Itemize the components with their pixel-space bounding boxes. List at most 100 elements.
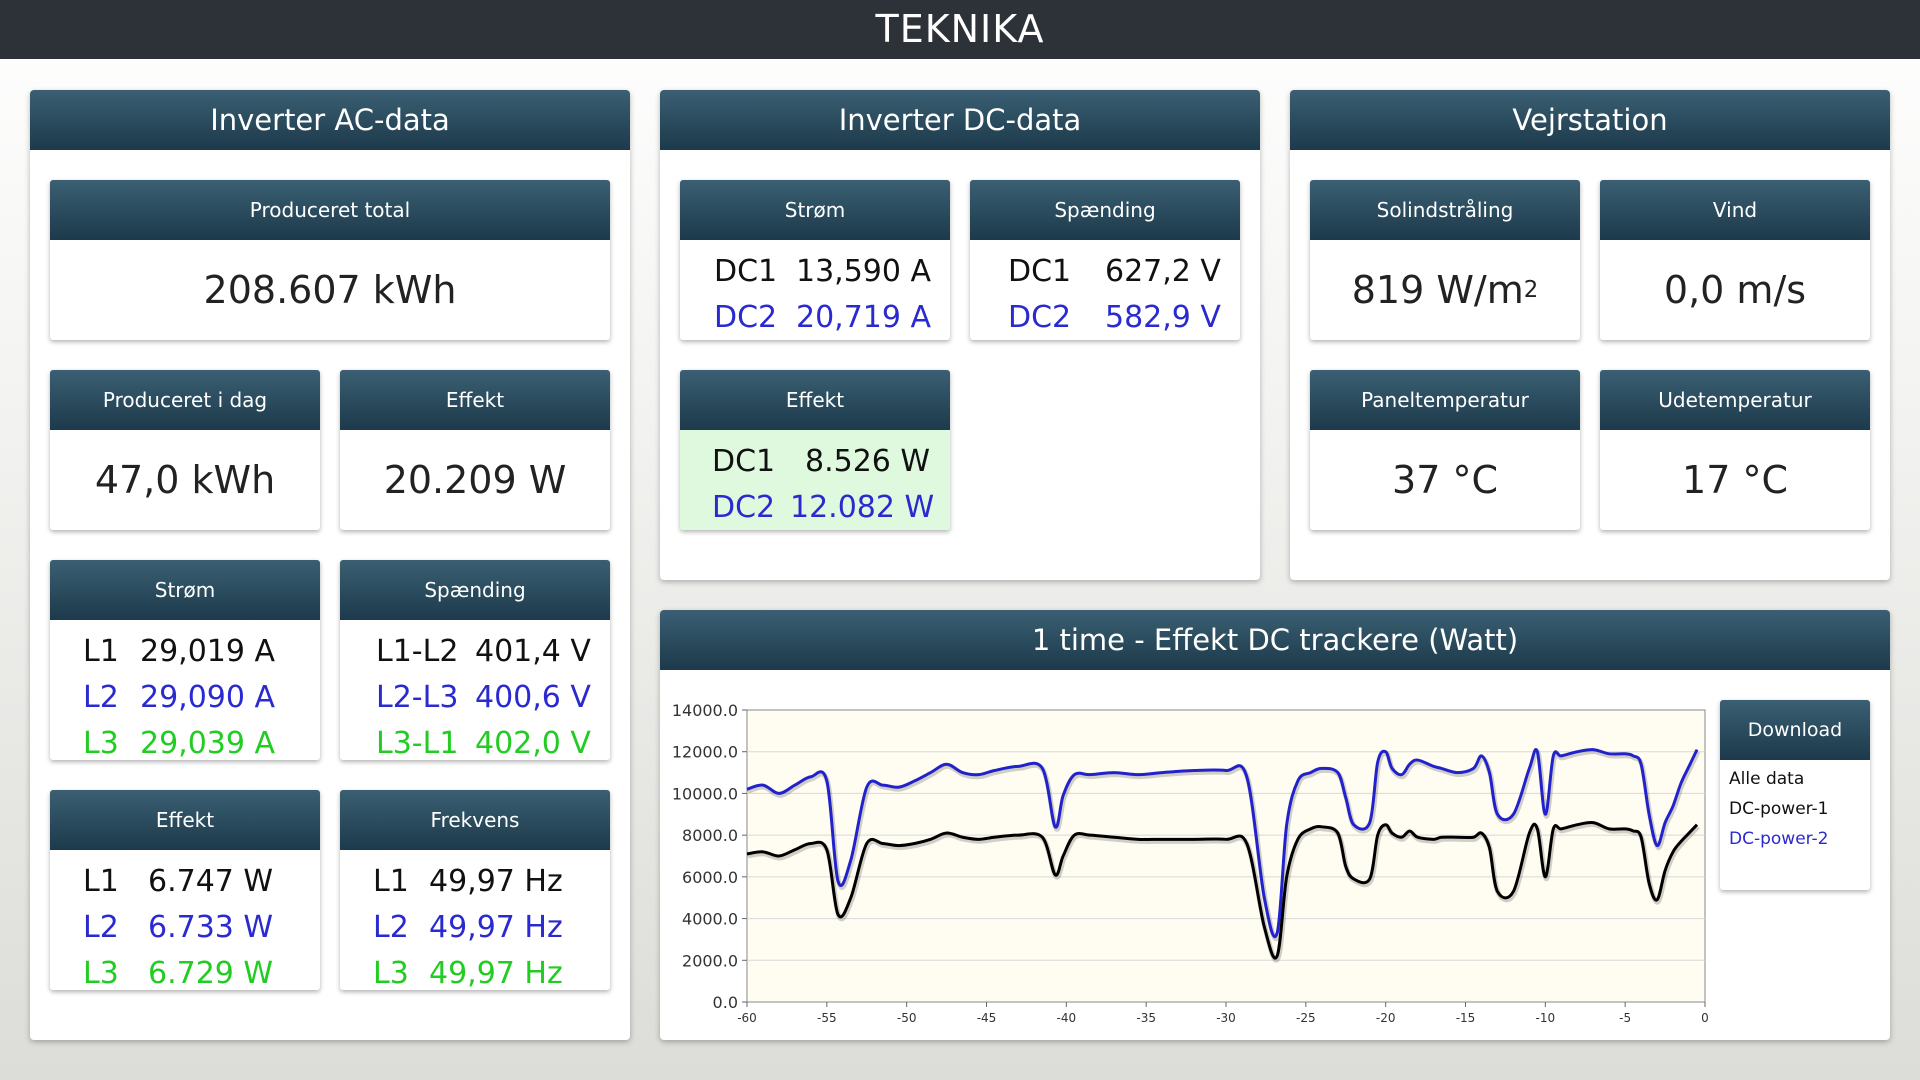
ac-spaending-card: Spænding L1-L2 401,4 V L2-L3 400,6 V L3-L1… <box>340 560 610 760</box>
spaending-row-l1l2: L1-L2 401,4 V <box>340 628 610 674</box>
ac-effekt-phase-label: Effekt <box>50 790 320 850</box>
ac-effekt-phase-card: Effekt L1 6.747 W L2 6.733 W L3 6.729 W <box>50 790 320 990</box>
frekvens-row-l2: L2 49,97 Hz <box>340 904 610 950</box>
x-tick-label: -25 <box>1296 1011 1316 1025</box>
download-button[interactable]: Download <box>1720 700 1870 760</box>
dc-strom-card: Strøm DC1 13,590 A DC2 20,719 A <box>680 180 950 340</box>
panel-temp-value: 37 °C <box>1392 458 1498 502</box>
wind-label: Vind <box>1600 180 1870 240</box>
produced-total-label: Produceret total <box>50 180 610 240</box>
chart-panel: 1 time - Effekt DC trackere (Watt) 0.0 20… <box>660 610 1890 1040</box>
weather-panel-title: Vejrstation <box>1290 90 1890 150</box>
phase-value: 29,090 A <box>140 679 276 715</box>
dc-effekt-label: Effekt <box>680 370 950 430</box>
tracker-value: 8.526 W <box>805 443 931 479</box>
tracker-value: 20,719 A <box>796 299 932 335</box>
phase-label: L2 <box>373 909 409 945</box>
solar-value: 819 W/m 2 <box>1351 268 1539 312</box>
effekt-row-l1: L1 6.747 W <box>50 858 320 904</box>
phase-value: 49,97 Hz <box>429 909 563 945</box>
phase-value: 29,019 A <box>140 633 276 669</box>
dc-effekt-row-dc2: DC2 12.082 W <box>680 484 950 530</box>
download-dc-power-2[interactable]: DC-power-2 <box>1729 829 1829 849</box>
phase-value: 6.747 W <box>148 863 274 899</box>
phase-value: 401,4 V <box>475 633 591 669</box>
strom-row-l3: L3 29,039 A <box>50 720 320 761</box>
x-tick-label: -10 <box>1536 1011 1556 1025</box>
effekt-row-l2: L2 6.733 W <box>50 904 320 950</box>
dc-spaending-card: Spænding DC1 627,2 V DC2 582,9 V <box>970 180 1240 340</box>
download-card: Download Alle data DC-power-1 DC-power-2 <box>1720 700 1870 890</box>
ac-frekvens-label: Frekvens <box>340 790 610 850</box>
tracker-label: DC2 <box>714 299 778 335</box>
y-tick-label: 12000.0 <box>672 743 738 762</box>
phase-value: 402,0 V <box>475 725 591 761</box>
tracker-label: DC1 <box>714 253 778 289</box>
outdoor-temp-card: Udetemperatur 17 °C <box>1600 370 1870 530</box>
y-tick-label: 4000.0 <box>682 910 738 929</box>
tracker-value: 12.082 W <box>790 489 935 525</box>
produced-today-card: Produceret i dag 47,0 kWh <box>50 370 320 530</box>
phase-label: L3 <box>373 955 409 991</box>
dc-effekt-row-dc1: DC1 8.526 W <box>680 438 950 484</box>
tracker-value: 627,2 V <box>1105 253 1221 289</box>
x-tick-label: -15 <box>1456 1011 1476 1025</box>
ac-effekt-value: 20.209 W <box>383 458 567 502</box>
spaending-row-l2l3: L2-L3 400,6 V <box>340 674 610 720</box>
chart-title: 1 time - Effekt DC trackere (Watt) <box>660 610 1890 670</box>
produced-total-card: Produceret total 208.607 kWh <box>50 180 610 340</box>
phase-label: L1 <box>373 863 409 899</box>
ac-strom-label: Strøm <box>50 560 320 620</box>
phase-value: 6.733 W <box>148 909 274 945</box>
outdoor-temp-label: Udetemperatur <box>1600 370 1870 430</box>
ac-panel: Inverter AC-data Produceret total 208.60… <box>30 90 630 1040</box>
phase-value: 400,6 V <box>475 679 591 715</box>
download-dc-power-1[interactable]: DC-power-1 <box>1729 799 1829 819</box>
dc-panel-title: Inverter DC-data <box>660 90 1260 150</box>
phase-label: L1 <box>83 633 119 669</box>
dc-strom-row-dc1: DC1 13,590 A <box>680 248 950 294</box>
y-tick-label: 14000.0 <box>672 701 738 720</box>
wind-card: Vind 0,0 m/s <box>1600 180 1870 340</box>
tracker-label: DC1 <box>1008 253 1072 289</box>
effekt-row-l3: L3 6.729 W <box>50 950 320 991</box>
produced-today-label: Produceret i dag <box>50 370 320 430</box>
y-tick-label: 8000.0 <box>682 826 738 845</box>
x-tick-label: -30 <box>1216 1011 1236 1025</box>
x-tick-label: 0 <box>1701 1011 1709 1025</box>
series-line-DC-power-1 <box>746 820 1699 960</box>
x-tick-label: -55 <box>817 1011 837 1025</box>
phase-label: L2-L3 <box>376 679 459 715</box>
solar-card: Solindstråling 819 W/m 2 <box>1310 180 1580 340</box>
frekvens-row-l3: L3 49,97 Hz <box>340 950 610 991</box>
tracker-value: 582,9 V <box>1105 299 1221 335</box>
produced-today-value: 47,0 kWh <box>94 458 276 502</box>
dc-strom-row-dc2: DC2 20,719 A <box>680 294 950 340</box>
produced-total-value: 208.607 kWh <box>203 268 457 312</box>
phase-label: L2 <box>83 909 119 945</box>
download-all-data[interactable]: Alle data <box>1729 769 1805 789</box>
y-tick-label: 0.0 <box>713 993 738 1012</box>
dc-strom-label: Strøm <box>680 180 950 240</box>
ac-effekt-label: Effekt <box>340 370 610 430</box>
weather-panel: Vejrstation Solindstråling 819 W/m 2 Vind… <box>1290 90 1890 580</box>
phase-label: L2 <box>83 679 119 715</box>
x-tick-label: -35 <box>1136 1011 1156 1025</box>
series-shadow-DC-power-2 <box>747 749 1701 941</box>
phase-value: 29,039 A <box>140 725 276 761</box>
y-tick-label: 6000.0 <box>682 868 738 887</box>
panel-temp-card: Paneltemperatur 37 °C <box>1310 370 1580 530</box>
panel-temp-label: Paneltemperatur <box>1310 370 1580 430</box>
x-tick-label: -5 <box>1619 1011 1631 1025</box>
ac-effekt-card: Effekt 20.209 W <box>340 370 610 530</box>
y-tick-label: 2000.0 <box>682 951 738 970</box>
phase-label: L3 <box>83 725 119 761</box>
dc-spaending-label: Spænding <box>970 180 1240 240</box>
tracker-value: 13,590 A <box>796 253 932 289</box>
dc-panel: Inverter DC-data Strøm DC1 13,590 A DC2 20… <box>660 90 1260 580</box>
solar-label: Solindstråling <box>1310 180 1580 240</box>
ac-strom-card: Strøm L1 29,019 A L2 29,090 A L3 29,039 A <box>50 560 320 760</box>
phase-value: 6.729 W <box>148 955 274 991</box>
ac-spaending-label: Spænding <box>340 560 610 620</box>
y-tick-label: 10000.0 <box>672 784 738 803</box>
